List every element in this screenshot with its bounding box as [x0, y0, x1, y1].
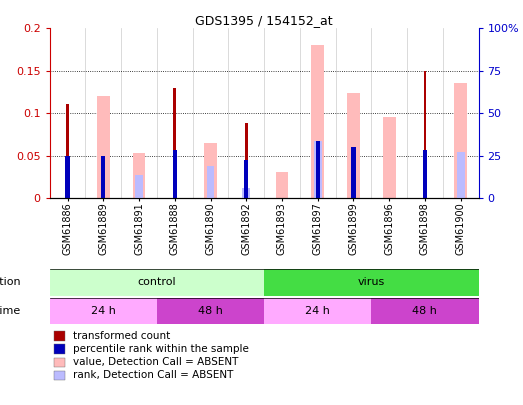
Bar: [101, 156, 106, 198]
Bar: [242, 188, 250, 198]
Bar: [371, 298, 479, 324]
Bar: [311, 45, 324, 198]
Bar: [192, 269, 229, 296]
Bar: [65, 156, 70, 198]
Bar: [97, 96, 110, 198]
Bar: [407, 269, 443, 296]
Bar: [371, 269, 407, 296]
Bar: [383, 117, 395, 198]
Text: 24 h: 24 h: [305, 306, 330, 316]
Bar: [135, 175, 143, 198]
Text: 48 h: 48 h: [413, 306, 437, 316]
Text: 48 h: 48 h: [198, 306, 223, 316]
Bar: [54, 371, 65, 380]
Bar: [264, 298, 371, 324]
Text: time: time: [0, 306, 21, 316]
Bar: [443, 269, 479, 296]
Bar: [204, 143, 217, 198]
Bar: [276, 172, 288, 198]
Text: control: control: [138, 277, 176, 288]
Text: rank, Detection Call = ABSENT: rank, Detection Call = ABSENT: [73, 371, 234, 380]
Bar: [173, 88, 176, 198]
Bar: [121, 269, 157, 296]
Bar: [50, 298, 157, 324]
Bar: [244, 160, 248, 198]
Bar: [264, 269, 479, 296]
Text: transformed count: transformed count: [73, 331, 170, 341]
Bar: [314, 141, 322, 198]
Bar: [54, 358, 65, 367]
Bar: [300, 269, 336, 296]
Bar: [336, 269, 371, 296]
Bar: [50, 269, 85, 296]
Bar: [347, 93, 360, 198]
Text: 24 h: 24 h: [91, 306, 116, 316]
Bar: [423, 150, 427, 198]
Bar: [315, 141, 320, 198]
Bar: [351, 147, 356, 198]
Bar: [229, 269, 264, 296]
Text: virus: virus: [358, 277, 385, 288]
Bar: [207, 166, 214, 198]
Title: GDS1395 / 154152_at: GDS1395 / 154152_at: [195, 14, 333, 27]
Bar: [454, 83, 467, 198]
Bar: [264, 269, 300, 296]
Bar: [85, 269, 121, 296]
Text: percentile rank within the sample: percentile rank within the sample: [73, 344, 249, 354]
Bar: [54, 331, 65, 341]
Bar: [54, 344, 65, 354]
Text: infection: infection: [0, 277, 21, 288]
Bar: [157, 298, 264, 324]
Bar: [245, 123, 248, 198]
Bar: [50, 269, 264, 296]
Text: value, Detection Call = ABSENT: value, Detection Call = ABSENT: [73, 357, 238, 367]
Bar: [457, 152, 464, 198]
Bar: [157, 269, 192, 296]
Bar: [173, 150, 177, 198]
Bar: [133, 153, 145, 198]
Bar: [424, 71, 426, 198]
Bar: [66, 104, 69, 198]
